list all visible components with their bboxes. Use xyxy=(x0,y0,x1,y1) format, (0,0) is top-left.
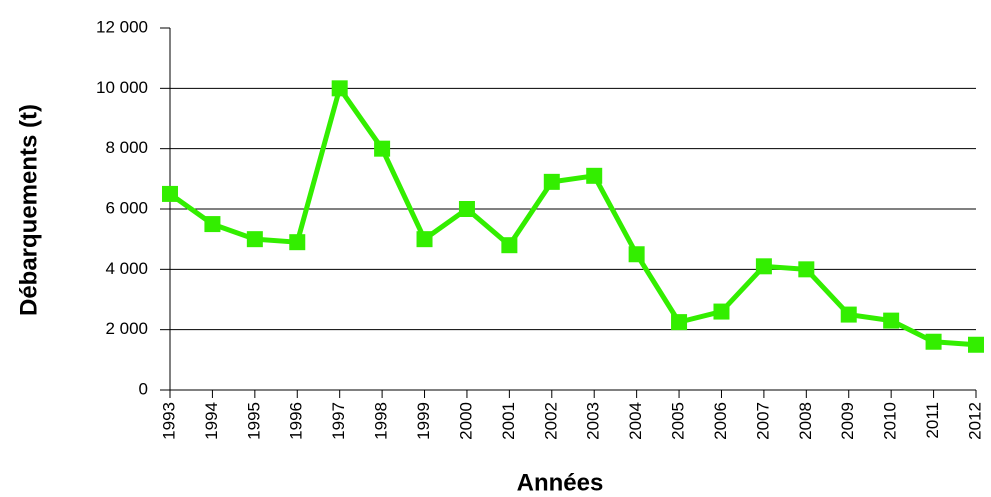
x-tick-label: 1996 xyxy=(287,402,306,440)
x-tick-label: 2002 xyxy=(541,402,560,440)
x-tick-label: 2009 xyxy=(838,402,857,440)
y-tick-label: 8 000 xyxy=(105,138,148,157)
x-tick-label: 2008 xyxy=(796,402,815,440)
x-tick-label: 2001 xyxy=(499,402,518,440)
marker xyxy=(501,237,518,254)
marker xyxy=(204,216,221,233)
x-tick-label: 1998 xyxy=(372,402,391,440)
marker xyxy=(671,314,688,331)
marker xyxy=(713,303,730,320)
y-tick-label: 0 xyxy=(139,379,148,398)
y-tick-label: 4 000 xyxy=(105,259,148,278)
x-tick-label: 1995 xyxy=(244,402,263,440)
marker xyxy=(925,333,942,350)
marker xyxy=(968,336,984,353)
x-tick-label: 2005 xyxy=(669,402,688,440)
marker xyxy=(755,258,772,275)
x-tick-label: 1993 xyxy=(159,402,178,440)
line xyxy=(168,85,977,348)
y-tick-label: 12 000 xyxy=(96,17,148,36)
x-tick-label: 2007 xyxy=(753,402,772,440)
marker xyxy=(331,80,348,97)
x-tick-label: 2012 xyxy=(965,402,984,440)
marker xyxy=(246,231,263,248)
marker xyxy=(798,261,815,278)
x-axis-title: Années xyxy=(517,469,604,496)
marker xyxy=(883,312,900,329)
marker xyxy=(458,201,475,217)
marker xyxy=(374,140,391,157)
marker xyxy=(840,306,857,323)
x-tick-label: 1999 xyxy=(414,402,433,440)
x-tick-label: 2006 xyxy=(711,402,730,440)
marker xyxy=(416,231,433,248)
x-tick-label: 2003 xyxy=(584,402,603,440)
y-tick-label: 6 000 xyxy=(105,198,148,217)
marker xyxy=(628,246,645,263)
x-tick-label: 1994 xyxy=(202,402,221,440)
x-tick-label: 2010 xyxy=(881,402,900,440)
x-tick-label: 1997 xyxy=(329,402,348,440)
x-tick-label: 2011 xyxy=(923,402,942,439)
marker xyxy=(162,185,178,202)
y-axis-title: Débarquements (t) xyxy=(15,104,42,316)
x-tick-label: 2004 xyxy=(626,402,645,440)
x-tick-label: 2000 xyxy=(456,402,475,440)
marker xyxy=(289,234,306,251)
y-tick-label: 2 000 xyxy=(105,319,148,338)
marker xyxy=(543,173,560,190)
marker xyxy=(586,167,603,184)
y-tick-label: 10 000 xyxy=(96,78,148,97)
